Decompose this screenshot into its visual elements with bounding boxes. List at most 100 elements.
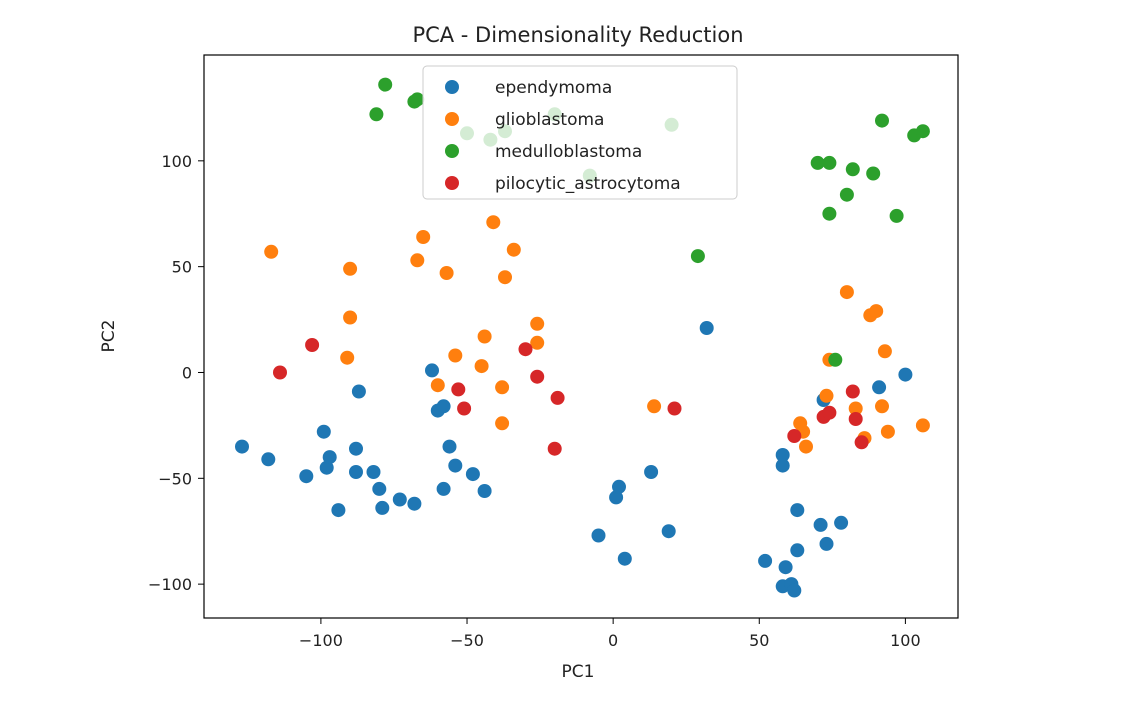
point-ependymoma-0 <box>235 439 249 454</box>
point-glioblastoma-8 <box>448 348 463 363</box>
x-axis-ticks: −100 −50 0 50 100 <box>299 618 921 650</box>
point-ependymoma-43 <box>872 380 887 395</box>
point-ependymoma-9 <box>351 384 366 399</box>
point-ependymoma-7 <box>349 441 363 456</box>
y-tick-label: −50 <box>158 469 192 488</box>
point-pilocytic_astrocytoma-8 <box>667 401 682 416</box>
y-tick-label: 50 <box>172 258 192 277</box>
point-glioblastoma-11 <box>486 215 501 230</box>
point-glioblastoma-22 <box>819 388 834 403</box>
point-ependymoma-8 <box>349 465 363 479</box>
point-ependymoma-3 <box>316 424 331 439</box>
legend-marker-ependymoma <box>445 80 459 94</box>
point-pilocytic_astrocytoma-2 <box>451 382 466 397</box>
point-medulloblastoma-12 <box>822 155 837 170</box>
point-glioblastoma-9 <box>474 359 489 374</box>
point-medulloblastoma-21 <box>915 124 930 139</box>
point-medulloblastoma-14 <box>828 352 843 367</box>
point-ependymoma-31 <box>775 448 790 462</box>
point-pilocytic_astrocytoma-6 <box>547 441 562 456</box>
point-pilocytic_astrocytoma-14 <box>854 435 869 450</box>
legend-label-ependymoma: ependymoma <box>495 78 612 98</box>
point-glioblastoma-25 <box>848 401 863 416</box>
point-glioblastoma-0 <box>264 244 279 259</box>
point-medulloblastoma-19 <box>889 208 904 223</box>
point-ependymoma-4 <box>319 460 334 475</box>
x-tick-label: 0 <box>608 631 618 650</box>
point-medulloblastoma-10 <box>690 249 705 264</box>
point-ependymoma-23 <box>591 528 606 543</box>
point-glioblastoma-12 <box>495 380 510 395</box>
point-pilocytic_astrocytoma-0 <box>273 365 287 380</box>
legend-marker-glioblastoma <box>445 112 459 126</box>
point-medulloblastoma-3 <box>410 92 425 107</box>
point-glioblastoma-10 <box>477 329 492 344</box>
point-ependymoma-34 <box>778 560 793 575</box>
point-ependymoma-44 <box>898 367 913 382</box>
point-glioblastoma-17 <box>530 335 545 350</box>
point-pilocytic_astrocytoma-7 <box>550 390 565 405</box>
point-ependymoma-14 <box>407 496 422 511</box>
point-pilocytic_astrocytoma-9 <box>787 429 802 443</box>
point-ependymoma-28 <box>661 524 676 539</box>
point-ependymoma-32 <box>775 458 790 473</box>
legend-box <box>422 65 738 200</box>
point-pilocytic_astrocytoma-1 <box>305 338 320 352</box>
point-glioblastoma-21 <box>799 439 813 454</box>
legend-label-medulloblastoma: medulloblastoma <box>495 142 642 162</box>
point-pilocytic_astrocytoma-3 <box>457 401 472 416</box>
point-ependymoma-39 <box>813 517 828 532</box>
point-ependymoma-19 <box>442 439 457 454</box>
point-pilocytic_astrocytoma-11 <box>822 405 837 420</box>
point-glioblastoma-32 <box>915 418 930 433</box>
point-ependymoma-10 <box>366 465 381 479</box>
x-tick-label: −50 <box>450 631 484 650</box>
x-axis-label: PC1 <box>562 662 595 682</box>
point-pilocytic_astrocytoma-5 <box>530 369 545 384</box>
x-tick-label: 50 <box>749 631 769 650</box>
legend-items: ependymoma glioblastoma medulloblastoma pil… <box>445 78 681 194</box>
point-ependymoma-13 <box>392 492 407 507</box>
legend-label-pilocytic_astrocytoma: pilocytic_astrocytoma <box>495 174 681 194</box>
point-ependymoma-25 <box>612 479 626 494</box>
point-ependymoma-30 <box>758 553 773 568</box>
point-ependymoma-22 <box>477 484 492 498</box>
point-glioblastoma-31 <box>880 424 895 439</box>
y-tick-label: −100 <box>148 575 192 594</box>
point-ependymoma-15 <box>425 363 439 378</box>
point-ependymoma-42 <box>834 515 849 530</box>
point-glioblastoma-15 <box>506 242 521 257</box>
legend-label-glioblastoma: glioblastoma <box>495 110 604 130</box>
point-glioblastoma-4 <box>410 253 425 268</box>
point-glioblastoma-5 <box>416 230 431 244</box>
x-tick-label: 100 <box>890 631 921 650</box>
point-ependymoma-37 <box>790 503 805 518</box>
point-ependymoma-26 <box>617 551 632 566</box>
point-medulloblastoma-1 <box>378 77 393 92</box>
point-ependymoma-41 <box>819 536 834 551</box>
point-ependymoma-5 <box>322 450 337 465</box>
point-ependymoma-36 <box>787 583 802 598</box>
point-medulloblastoma-16 <box>845 162 860 177</box>
point-glioblastoma-1 <box>343 261 358 276</box>
point-glioblastoma-14 <box>498 270 512 285</box>
point-medulloblastoma-18 <box>875 113 889 128</box>
point-glioblastoma-16 <box>530 316 545 331</box>
point-pilocytic_astrocytoma-4 <box>518 342 533 357</box>
point-ependymoma-38 <box>790 543 805 558</box>
x-tick-label: −100 <box>299 631 343 650</box>
point-glioblastoma-24 <box>839 285 854 300</box>
point-ependymoma-20 <box>448 458 463 473</box>
legend-marker-medulloblastoma <box>445 144 459 158</box>
point-medulloblastoma-13 <box>822 206 837 221</box>
point-ependymoma-6 <box>331 503 346 518</box>
point-glioblastoma-29 <box>875 399 889 414</box>
legend-marker-pilocytic_astrocytoma <box>445 176 459 190</box>
y-tick-label: 100 <box>161 152 192 171</box>
point-medulloblastoma-15 <box>839 187 854 202</box>
point-medulloblastoma-11 <box>810 155 825 170</box>
point-medulloblastoma-0 <box>369 107 384 122</box>
point-ependymoma-29 <box>699 321 714 335</box>
point-glioblastoma-18 <box>647 399 662 414</box>
point-glioblastoma-6 <box>430 378 445 393</box>
